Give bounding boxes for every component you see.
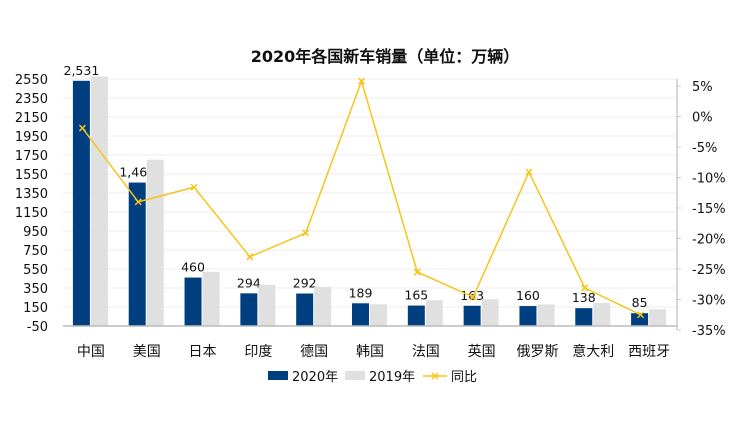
- right-tick-label: -25%: [692, 263, 726, 278]
- bar-2019: [202, 271, 220, 326]
- bar-2020: [519, 306, 537, 326]
- data-label: 165: [404, 288, 428, 303]
- legend-swatch-2020: [268, 371, 288, 380]
- yoy-marker: [413, 268, 421, 276]
- left-tick-label: 1550: [15, 168, 48, 183]
- bar-2019: [258, 284, 276, 326]
- category-label: 英国: [468, 343, 496, 360]
- yoy-marker: [190, 183, 198, 191]
- left-tick-label: 2550: [15, 73, 48, 88]
- bar-2020: [575, 308, 593, 326]
- data-label: 1,460: [119, 165, 155, 180]
- left-tick-label: 950: [23, 225, 48, 240]
- data-label: 294: [237, 275, 261, 290]
- bar-2019: [146, 159, 164, 326]
- bar-2019: [425, 300, 443, 326]
- left-tick-label: 1950: [15, 130, 48, 145]
- right-tick-label: -5%: [692, 141, 717, 156]
- bar-2019: [90, 76, 108, 326]
- bar-2019: [481, 299, 499, 326]
- left-tick-label: 350: [23, 282, 48, 297]
- category-label: 日本: [189, 344, 217, 360]
- right-tick-label: -20%: [692, 233, 726, 248]
- category-label: 意大利: [572, 343, 614, 360]
- yoy-marker: [525, 168, 533, 176]
- legend-label-2020: 2020年: [292, 370, 338, 385]
- bar-2020: [407, 305, 425, 326]
- legend-label-yoy: 同比: [451, 370, 477, 385]
- right-tick-label: -35%: [692, 324, 726, 339]
- left-tick-label: -50: [27, 320, 48, 335]
- yoy-marker: [302, 229, 310, 237]
- right-tick-label: -10%: [692, 172, 726, 187]
- legend-marker-yoy: [431, 372, 439, 380]
- data-label: 189: [349, 285, 373, 300]
- legend-swatch-2019: [345, 371, 365, 380]
- x-axis: 中国 美国 日本 印度 德国 韩国 法国 英国 俄罗斯 意大利 西班牙: [63, 325, 677, 360]
- bar-2019: [537, 304, 555, 326]
- data-label: 138: [572, 290, 596, 305]
- yoy-marker: [246, 253, 254, 261]
- bar-2020: [128, 182, 146, 326]
- bar-2020: [631, 313, 649, 326]
- bar-2020: [296, 293, 314, 326]
- data-label: 2,531: [64, 63, 100, 78]
- category-label: 韩国: [356, 344, 384, 360]
- left-tick-label: 2150: [15, 111, 48, 126]
- category-label: 美国: [133, 344, 161, 360]
- yoy-marker: [134, 198, 142, 206]
- yoy-marker: [637, 311, 645, 319]
- bar-2020: [240, 293, 258, 326]
- category-label: 德国: [300, 344, 328, 360]
- yoy-marker: [78, 124, 86, 132]
- bar-2020: [463, 305, 481, 326]
- data-label: 292: [293, 276, 317, 291]
- right-tick-label: 0%: [692, 111, 713, 126]
- right-tick-label: -15%: [692, 202, 726, 217]
- legend: 2020年 2019年 同比: [268, 370, 477, 385]
- left-tick-label: 2350: [15, 92, 48, 107]
- bar-2020: [352, 303, 369, 326]
- yoy-marker: [581, 284, 589, 292]
- yoy-line: [78, 77, 645, 319]
- legend-label-2019: 2019年: [369, 370, 415, 385]
- bar-2020: [72, 80, 90, 327]
- left-tick-label: 1350: [15, 187, 48, 202]
- bar-2020: [184, 277, 202, 326]
- bar-2019: [649, 309, 667, 326]
- yoy-polyline: [81, 78, 641, 316]
- data-label: 85: [632, 295, 648, 310]
- right-tick-label: -30%: [692, 294, 726, 309]
- category-label: 西班牙: [628, 344, 670, 360]
- right-tick-label: 5%: [692, 80, 713, 95]
- data-label: 460: [181, 260, 205, 275]
- bar-2019: [593, 303, 611, 326]
- left-tick-label: 1150: [15, 206, 48, 221]
- category-label: 中国: [77, 344, 105, 360]
- left-tick-label: 1750: [15, 149, 48, 164]
- left-tick-label: 550: [23, 263, 48, 278]
- left-tick-label: 150: [23, 301, 48, 316]
- yoy-marker: [469, 293, 477, 301]
- left-tick-label: 750: [23, 244, 48, 259]
- category-label: 俄罗斯: [516, 344, 558, 360]
- category-label: 印度: [244, 344, 272, 360]
- bar-2019: [314, 286, 332, 326]
- bar-2019: [370, 304, 387, 326]
- data-label: 160: [516, 288, 540, 303]
- right-axis: 5% 0% -5% -10% -15% -20% -25% -30% -35%: [676, 79, 726, 339]
- left-axis: 2550 2350 2150 1950 1750 1550 1350 1150 950 750 55…: [15, 73, 48, 335]
- chart-title: 2020年各国新车销量（单位：万辆）: [251, 47, 520, 66]
- category-label: 法国: [412, 344, 440, 360]
- yoy-marker: [357, 77, 366, 85]
